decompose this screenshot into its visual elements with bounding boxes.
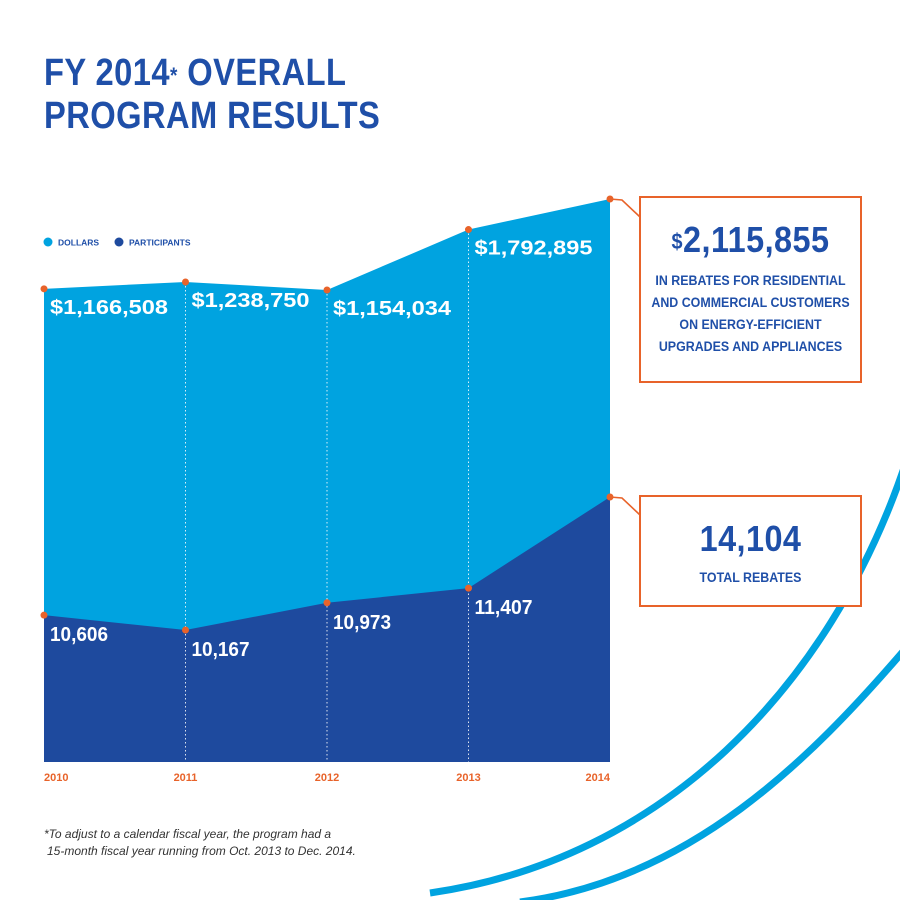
swoosh-arc-outer (429, 468, 900, 897)
x-axis: 2010 2011 2012 2013 2014 (44, 772, 611, 784)
swoosh-arc-inner (519, 649, 900, 900)
legend-participants-swatch (114, 237, 124, 247)
dollars-point-2010 (40, 285, 48, 293)
chart-areas (44, 199, 610, 762)
title-line-1: FY 2014* OVERALL (44, 52, 380, 95)
x-tick-2014: 2014 (586, 772, 611, 784)
dollars-point-2014 (606, 195, 614, 203)
total-rebates-value: 14,104 (699, 518, 802, 559)
title-asterisk: * (169, 63, 178, 88)
dollars-callout-connector (609, 198, 641, 218)
legend: DOLLARS PARTICIPANTS (43, 237, 191, 248)
legend-dollars-label: DOLLARS (58, 238, 99, 248)
total-dollars-description: IN REBATES FOR RESIDENTIAL AND COMMERCIA… (650, 270, 851, 358)
dollars-label-2011: $1,238,750 (192, 290, 310, 312)
dollars-label-2013: $1,792,895 (475, 238, 593, 260)
participants-point-2011 (182, 626, 189, 634)
participants-label-2010: 10,606 (50, 624, 108, 646)
participants-label-2011: 10,167 (192, 639, 250, 661)
dollars-label-2012: $1,154,034 (333, 298, 452, 320)
participants-label-2013: 11,407 (475, 597, 533, 619)
participants-area (44, 497, 610, 762)
page-title: FY 2014* OVERALL PROGRAM RESULTS (44, 52, 380, 138)
description-line: ON ENERGY-EFFICIENT (679, 317, 822, 332)
dollars-label-2010: $1,166,508 (50, 297, 168, 319)
description-line: IN REBATES FOR RESIDENTIAL (655, 273, 846, 288)
dollars-point-2012 (323, 286, 331, 294)
total-dollars-value: $2,115,855 (652, 220, 849, 260)
participants-point-2012 (323, 599, 331, 607)
footnote-line-1: *To adjust to a calendar fiscal year, th… (44, 827, 332, 841)
description-line: UPGRADES AND APPLIANCES (658, 339, 843, 354)
x-tick-2013: 2013 (456, 772, 480, 784)
description-line: AND COMMERCIAL CUSTOMERS (651, 295, 850, 310)
total-rebates-label: TOTAL REBATES (699, 570, 802, 585)
x-tick-2010: 2010 (44, 772, 68, 784)
x-tick-2012: 2012 (315, 772, 339, 784)
decorative-swooshes (429, 468, 900, 900)
data-labels: $1,166,508 10,606 $1,238,750 10,167 $1,154,0… (50, 238, 593, 661)
footnote-line-2: 15-month fiscal year running from Oct. 2… (47, 844, 356, 858)
currency-symbol: $ (671, 229, 684, 254)
title-line-2: PROGRAM RESULTS (44, 95, 381, 137)
dollars-point-2013 (465, 226, 472, 234)
rebates-callout-connector (609, 496, 641, 516)
participants-label-2012: 10,973 (333, 612, 391, 634)
x-tick-2011: 2011 (174, 772, 198, 784)
total-dollars-number: 2,115,855 (683, 219, 830, 260)
total-rebates-callout: 14,104 TOTAL REBATES (639, 495, 862, 607)
participants-point-2010 (40, 611, 48, 619)
total-dollars-callout: $2,115,855 IN REBATES FOR RESIDENTIAL AN… (639, 196, 862, 383)
callout-connectors (609, 198, 641, 516)
footnote: *To adjust to a calendar fiscal year, th… (44, 826, 464, 860)
legend-participants-label: PARTICIPANTS (129, 238, 191, 248)
dollars-point-2011 (182, 278, 189, 286)
participants-point-2013 (465, 584, 472, 592)
participants-point-2014 (606, 493, 614, 501)
title-fy: FY 2014 (44, 52, 170, 94)
legend-dollars-swatch (43, 237, 53, 247)
year-gridlines (185, 229, 469, 762)
title-overall: OVERALL (177, 52, 347, 94)
data-points (40, 195, 614, 634)
